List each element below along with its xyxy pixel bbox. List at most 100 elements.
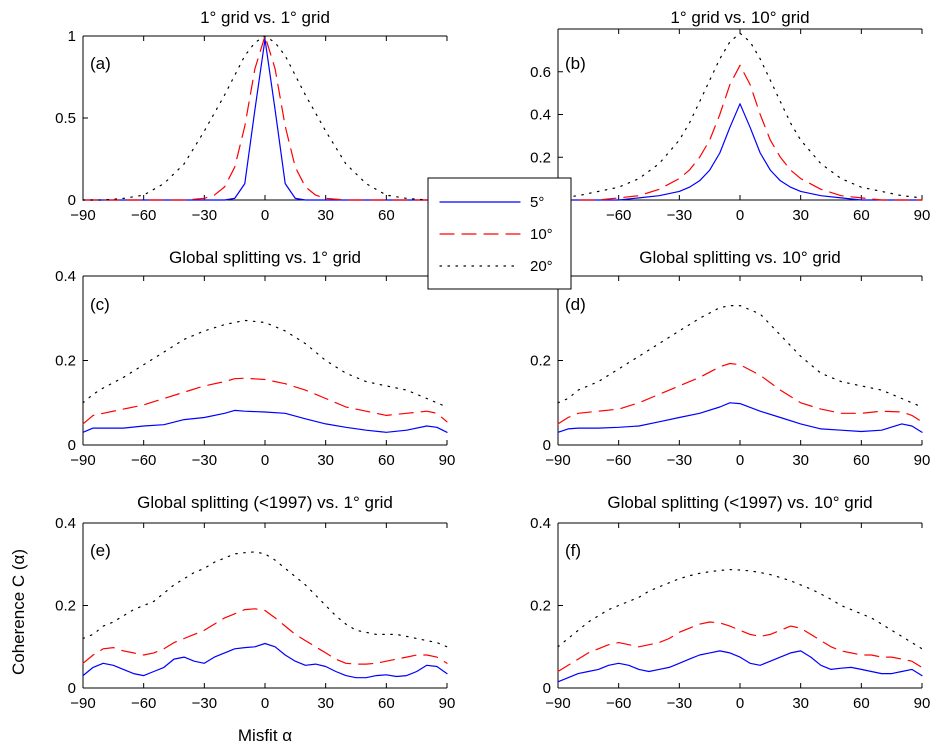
- x-axis-label: Misfit α: [238, 726, 292, 745]
- x-tick-label: 90: [914, 695, 931, 712]
- y-tick-label: 0.2: [55, 598, 76, 615]
- series-line-10deg: [82, 35, 448, 201]
- x-tick-label: −30: [667, 695, 692, 712]
- legend-label: 5°: [530, 194, 544, 211]
- series-line-5deg: [82, 642, 448, 679]
- x-tick-label: 0: [261, 452, 269, 469]
- series-line-5deg: [82, 38, 448, 201]
- panel-label: (d): [565, 295, 586, 314]
- x-tick-label: 60: [378, 695, 395, 712]
- x-tick-label: 60: [853, 452, 870, 469]
- x-tick-label: 0: [736, 207, 744, 224]
- series-line-10deg: [82, 608, 448, 665]
- x-tick-label: 90: [439, 695, 456, 712]
- x-tick-label: 60: [853, 695, 870, 712]
- panel-e: Global splitting (<1997) vs. 1° grid −90 −…: [55, 493, 455, 712]
- y-tick-label: 0: [68, 680, 76, 697]
- series-line-20deg: [557, 305, 923, 408]
- x-tick-label: 60: [378, 207, 395, 224]
- x-tick-label: −90: [70, 207, 95, 224]
- series-line-20deg: [557, 568, 923, 650]
- y-axis-label: Coherence C (α): [9, 549, 28, 675]
- x-tick-label: 0: [736, 695, 744, 712]
- x-tick-label: −90: [70, 695, 95, 712]
- x-tick-label: 0: [261, 207, 269, 224]
- x-tick-label: 30: [317, 207, 334, 224]
- series-line-10deg: [82, 377, 448, 425]
- y-tick-label: 0.4: [55, 268, 76, 285]
- x-tick-label: 30: [792, 207, 809, 224]
- y-tick-label: 0.4: [530, 515, 551, 532]
- panel-c: Global splitting vs. 1° grid −90 −60 −30 0 30…: [55, 248, 455, 469]
- x-tick-label: −30: [667, 207, 692, 224]
- series-line-10deg: [557, 362, 923, 425]
- panel-a: 1° grid vs. 1° grid−90−60−30030609000.51…: [55, 8, 455, 224]
- x-tick-label: 30: [792, 452, 809, 469]
- y-tick-label: 0.4: [530, 107, 551, 124]
- x-tick-label: −90: [545, 695, 570, 712]
- x-tick-label: −60: [131, 452, 156, 469]
- panel-label: (f): [565, 541, 581, 560]
- panel-title: 1° grid vs. 1° grid: [200, 8, 330, 27]
- y-tick-label: 0: [543, 437, 551, 454]
- series-line-5deg: [82, 409, 448, 433]
- series-line-20deg: [82, 35, 448, 201]
- x-tick-label: 90: [914, 452, 931, 469]
- x-tick-label: −30: [667, 452, 692, 469]
- x-tick-label: 0: [736, 452, 744, 469]
- x-tick-label: −30: [192, 695, 217, 712]
- panel-d: Global splitting vs. 10° grid −90 −60 −30 0 3…: [530, 248, 930, 469]
- legend: 5° 10° 20°: [427, 177, 572, 290]
- panel-title: Global splitting (<1997) vs. 1° grid: [137, 493, 393, 512]
- series-line-5deg: [557, 103, 923, 201]
- legend-label: 10°: [530, 226, 553, 243]
- x-tick-label: −60: [131, 207, 156, 224]
- x-tick-label: 30: [317, 695, 334, 712]
- panel-b: 1° grid vs. 10° grid−90−60−3003060900.20…: [530, 8, 930, 224]
- panel-title: 1° grid vs. 10° grid: [670, 8, 809, 27]
- y-tick-label: 0.2: [530, 353, 551, 370]
- x-tick-label: −60: [131, 695, 156, 712]
- panel-label: (a): [90, 54, 111, 73]
- y-tick-label: 0.2: [530, 598, 551, 615]
- x-tick-label: 30: [317, 452, 334, 469]
- x-tick-label: 0: [261, 695, 269, 712]
- panel-label: (e): [90, 541, 111, 560]
- y-tick-label: 0: [68, 437, 76, 454]
- y-tick-label: 0.2: [55, 353, 76, 370]
- x-tick-label: 90: [439, 452, 456, 469]
- x-tick-label: 90: [914, 207, 931, 224]
- series-line-5deg: [557, 650, 923, 683]
- panel-label: (c): [90, 295, 110, 314]
- x-tick-label: −90: [70, 452, 95, 469]
- series-line-10deg: [557, 621, 923, 673]
- panel-title: Global splitting (<1997) vs. 10° grid: [607, 493, 872, 512]
- panel-label: (b): [565, 54, 586, 73]
- y-tick-label: 0.4: [55, 515, 76, 532]
- y-tick-label: 1: [68, 28, 76, 45]
- panels: 1° grid vs. 1° grid −90 −60 −30 0 30 60 90 0 0.5 1…: [55, 8, 930, 712]
- y-tick-label: 0.6: [530, 64, 551, 81]
- x-tick-label: −30: [192, 452, 217, 469]
- x-tick-label: −60: [606, 207, 631, 224]
- panel-f: Global splitting (<1997) vs. 10° grid −90…: [530, 493, 930, 712]
- y-tick-label: 0.2: [530, 149, 551, 166]
- series-line-20deg: [557, 32, 923, 199]
- x-tick-label: 60: [378, 452, 395, 469]
- series-line-10deg: [557, 64, 923, 201]
- series-line-20deg: [82, 319, 448, 408]
- x-tick-label: −30: [192, 207, 217, 224]
- panel-title: Global splitting vs. 10° grid: [639, 248, 840, 267]
- x-tick-label: 30: [792, 695, 809, 712]
- series-line-5deg: [557, 402, 923, 433]
- y-tick-label: 0: [68, 192, 76, 209]
- x-tick-label: −60: [606, 695, 631, 712]
- series-line-20deg: [82, 551, 448, 648]
- x-tick-label: −60: [606, 452, 631, 469]
- legend-label: 20°: [530, 258, 553, 275]
- y-tick-label: 0.5: [55, 110, 76, 127]
- x-tick-label: −90: [545, 452, 570, 469]
- x-tick-label: 60: [853, 207, 870, 224]
- panel-title: Global splitting vs. 1° grid: [169, 248, 361, 267]
